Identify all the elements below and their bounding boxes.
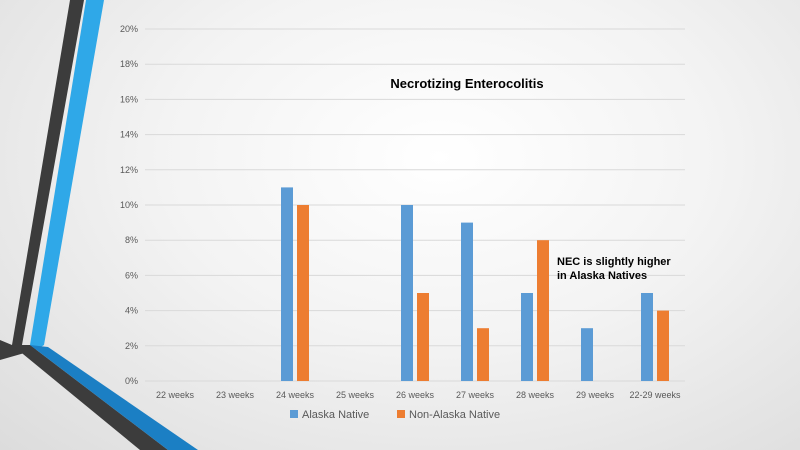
y-tick-label: 8% — [125, 235, 138, 245]
bar-alaska-native-26-weeks — [401, 205, 413, 381]
y-tick-label: 16% — [120, 94, 138, 104]
bar-alaska-native-27-weeks — [461, 222, 473, 381]
bar-non-alaska-native-26-weeks — [417, 293, 429, 381]
x-tick-label: 29 weeks — [576, 390, 615, 400]
legend-label-non-alaska-native: Non-Alaska Native — [409, 409, 500, 421]
x-axis-ticks: 22 weeks 23 weeks 24 weeks 25 weeks 26 weeks… — [156, 390, 681, 400]
bar-non-alaska-native-24-weeks — [297, 205, 309, 381]
y-tick-label: 6% — [125, 270, 138, 280]
annotation-line-1: NEC is slightly higher — [557, 256, 671, 268]
x-tick-label: 23 weeks — [216, 390, 255, 400]
legend-label-alaska-native: Alaska Native — [302, 409, 369, 421]
x-tick-label: 24 weeks — [276, 390, 315, 400]
annotation: NEC is slightly higher in Alaska Natives — [557, 256, 671, 282]
gridlines — [145, 28, 685, 382]
bars — [281, 187, 669, 381]
legend-swatch-alaska-native — [290, 410, 298, 418]
decorative-chevron — [0, 0, 198, 450]
x-tick-label: 22 weeks — [156, 390, 195, 400]
y-tick-label: 2% — [125, 341, 138, 351]
y-tick-label: 18% — [120, 59, 138, 69]
y-tick-label: 0% — [125, 376, 138, 386]
y-tick-label: 12% — [120, 165, 138, 175]
y-tick-label: 4% — [125, 306, 138, 316]
bar-non-alaska-native-27-weeks — [477, 328, 489, 381]
bar-alaska-native-24-weeks — [281, 187, 293, 381]
bar-alaska-native-28-weeks — [521, 293, 533, 381]
bar-alaska-native-22-29-weeks — [641, 293, 653, 381]
annotation-line-2: in Alaska Natives — [557, 270, 647, 282]
y-axis-ticks: 0% 2% 4% 6% 8% 10% 12% 14% 16% 18% 20% — [120, 24, 138, 386]
bar-non-alaska-native-22-29-weeks — [657, 310, 669, 381]
y-tick-label: 10% — [120, 200, 138, 210]
x-tick-label: 22-29 weeks — [629, 390, 681, 400]
y-tick-label: 14% — [120, 130, 138, 140]
bar-alaska-native-29-weeks — [581, 328, 593, 381]
x-tick-label: 25 weeks — [336, 390, 375, 400]
y-tick-label: 20% — [120, 24, 138, 34]
chart-title: Necrotizing Enterocolitis — [390, 76, 543, 91]
x-tick-label: 26 weeks — [396, 390, 435, 400]
legend-swatch-non-alaska-native — [397, 410, 405, 418]
legend: Alaska Native Non-Alaska Native — [290, 409, 500, 421]
chart: 0% 2% 4% 6% 8% 10% 12% 14% 16% 18% 20% 22 weeks 23 … — [120, 24, 685, 421]
x-tick-label: 27 weeks — [456, 390, 495, 400]
x-tick-label: 28 weeks — [516, 390, 555, 400]
bar-non-alaska-native-28-weeks — [537, 240, 549, 381]
